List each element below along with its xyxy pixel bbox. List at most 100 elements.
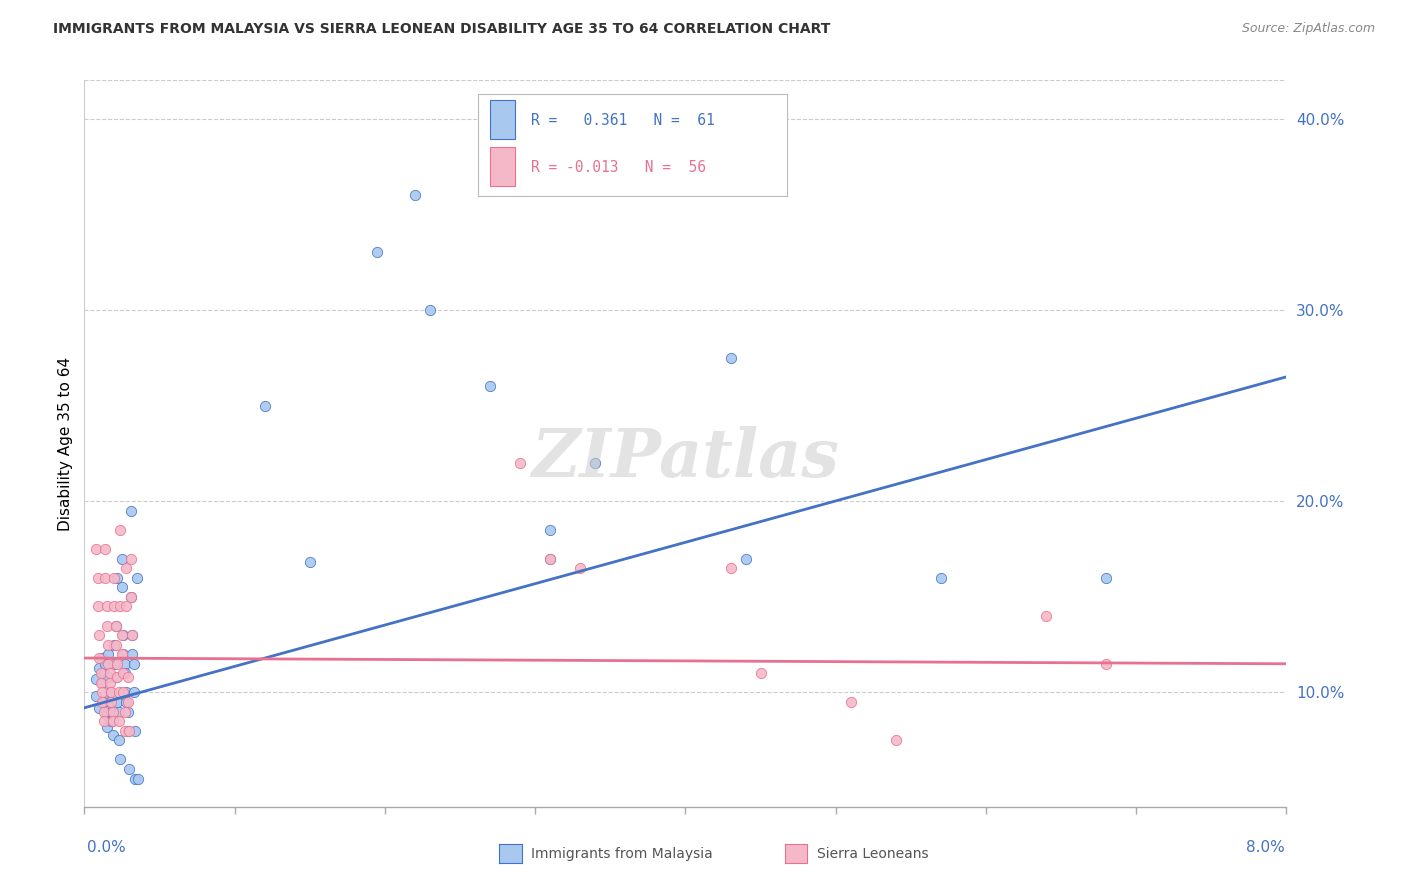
Point bbox=[107, 657, 129, 671]
Y-axis label: Disability Age 35 to 64: Disability Age 35 to 64 bbox=[58, 357, 73, 531]
Point bbox=[111, 628, 134, 642]
Point bbox=[583, 456, 606, 470]
Point bbox=[89, 700, 111, 714]
Point bbox=[97, 670, 120, 684]
Point bbox=[538, 523, 561, 537]
Point bbox=[1035, 609, 1057, 624]
Point bbox=[884, 733, 907, 747]
Point bbox=[101, 705, 124, 719]
Point bbox=[97, 638, 120, 652]
Point bbox=[125, 571, 148, 585]
Point bbox=[366, 245, 388, 260]
Point bbox=[87, 599, 110, 614]
Point bbox=[93, 705, 115, 719]
Point bbox=[509, 456, 531, 470]
Point bbox=[112, 666, 135, 681]
Point bbox=[120, 590, 142, 604]
Point bbox=[111, 551, 134, 566]
Point bbox=[121, 628, 143, 642]
Point bbox=[100, 685, 122, 699]
Point bbox=[86, 690, 108, 704]
Text: Immigrants from Malaysia: Immigrants from Malaysia bbox=[531, 847, 713, 861]
Point bbox=[107, 670, 129, 684]
Point bbox=[107, 695, 129, 709]
Point bbox=[120, 551, 142, 566]
Text: R =   0.361   N =  61: R = 0.361 N = 61 bbox=[530, 112, 714, 128]
Point bbox=[118, 723, 141, 738]
Point bbox=[115, 599, 138, 614]
Text: 0.0%: 0.0% bbox=[87, 840, 127, 855]
Point bbox=[100, 705, 122, 719]
Point bbox=[117, 723, 139, 738]
Point bbox=[1095, 571, 1118, 585]
Point bbox=[538, 551, 561, 566]
Point bbox=[104, 618, 127, 632]
Point bbox=[93, 666, 115, 681]
Point bbox=[749, 666, 772, 681]
Point bbox=[108, 714, 131, 728]
Point bbox=[96, 599, 118, 614]
Point bbox=[110, 599, 132, 614]
Point bbox=[115, 695, 138, 709]
Point bbox=[103, 657, 125, 671]
Point bbox=[87, 571, 110, 585]
Point bbox=[112, 685, 135, 699]
Point bbox=[91, 676, 114, 690]
Point bbox=[89, 628, 111, 642]
Point bbox=[122, 685, 145, 699]
Point bbox=[108, 733, 131, 747]
Point bbox=[97, 657, 120, 671]
Text: 8.0%: 8.0% bbox=[1246, 840, 1285, 855]
Point bbox=[734, 551, 756, 566]
Point bbox=[115, 561, 138, 575]
Bar bbox=[491, 147, 515, 186]
Point bbox=[93, 714, 115, 728]
Point bbox=[103, 571, 125, 585]
Point bbox=[110, 523, 132, 537]
Point bbox=[108, 685, 131, 699]
Point bbox=[97, 647, 120, 661]
Point bbox=[114, 666, 136, 681]
Bar bbox=[491, 100, 515, 139]
Point bbox=[114, 723, 136, 738]
Point bbox=[104, 638, 127, 652]
Point bbox=[101, 714, 124, 728]
Text: ZIPatlas: ZIPatlas bbox=[531, 425, 839, 491]
Point bbox=[94, 571, 117, 585]
Point bbox=[120, 590, 142, 604]
Point bbox=[127, 772, 149, 786]
Point bbox=[114, 705, 136, 719]
Point bbox=[419, 302, 441, 317]
Point bbox=[90, 676, 112, 690]
Point bbox=[124, 772, 146, 786]
Point bbox=[117, 670, 139, 684]
Point bbox=[98, 685, 121, 699]
Point bbox=[569, 561, 592, 575]
Point bbox=[111, 647, 134, 661]
Point bbox=[98, 695, 121, 709]
Point bbox=[839, 695, 862, 709]
Point bbox=[89, 660, 111, 674]
Point bbox=[98, 666, 121, 681]
Point bbox=[114, 657, 136, 671]
Point bbox=[100, 714, 122, 728]
Text: Sierra Leoneans: Sierra Leoneans bbox=[817, 847, 928, 861]
Point bbox=[298, 555, 321, 569]
Point bbox=[720, 561, 742, 575]
Point bbox=[96, 618, 118, 632]
Point bbox=[107, 571, 129, 585]
Point bbox=[121, 628, 143, 642]
Point bbox=[90, 666, 112, 681]
Point bbox=[110, 752, 132, 766]
Point bbox=[111, 580, 134, 594]
Point bbox=[91, 685, 114, 699]
Text: IMMIGRANTS FROM MALAYSIA VS SIERRA LEONEAN DISABILITY AGE 35 TO 64 CORRELATION C: IMMIGRANTS FROM MALAYSIA VS SIERRA LEONE… bbox=[53, 22, 831, 37]
Point bbox=[121, 647, 143, 661]
Point bbox=[103, 599, 125, 614]
Text: R = -0.013   N =  56: R = -0.013 N = 56 bbox=[530, 160, 706, 175]
Point bbox=[404, 188, 426, 202]
Point bbox=[112, 647, 135, 661]
Point bbox=[94, 657, 117, 671]
Point bbox=[91, 651, 114, 665]
Point bbox=[929, 571, 952, 585]
